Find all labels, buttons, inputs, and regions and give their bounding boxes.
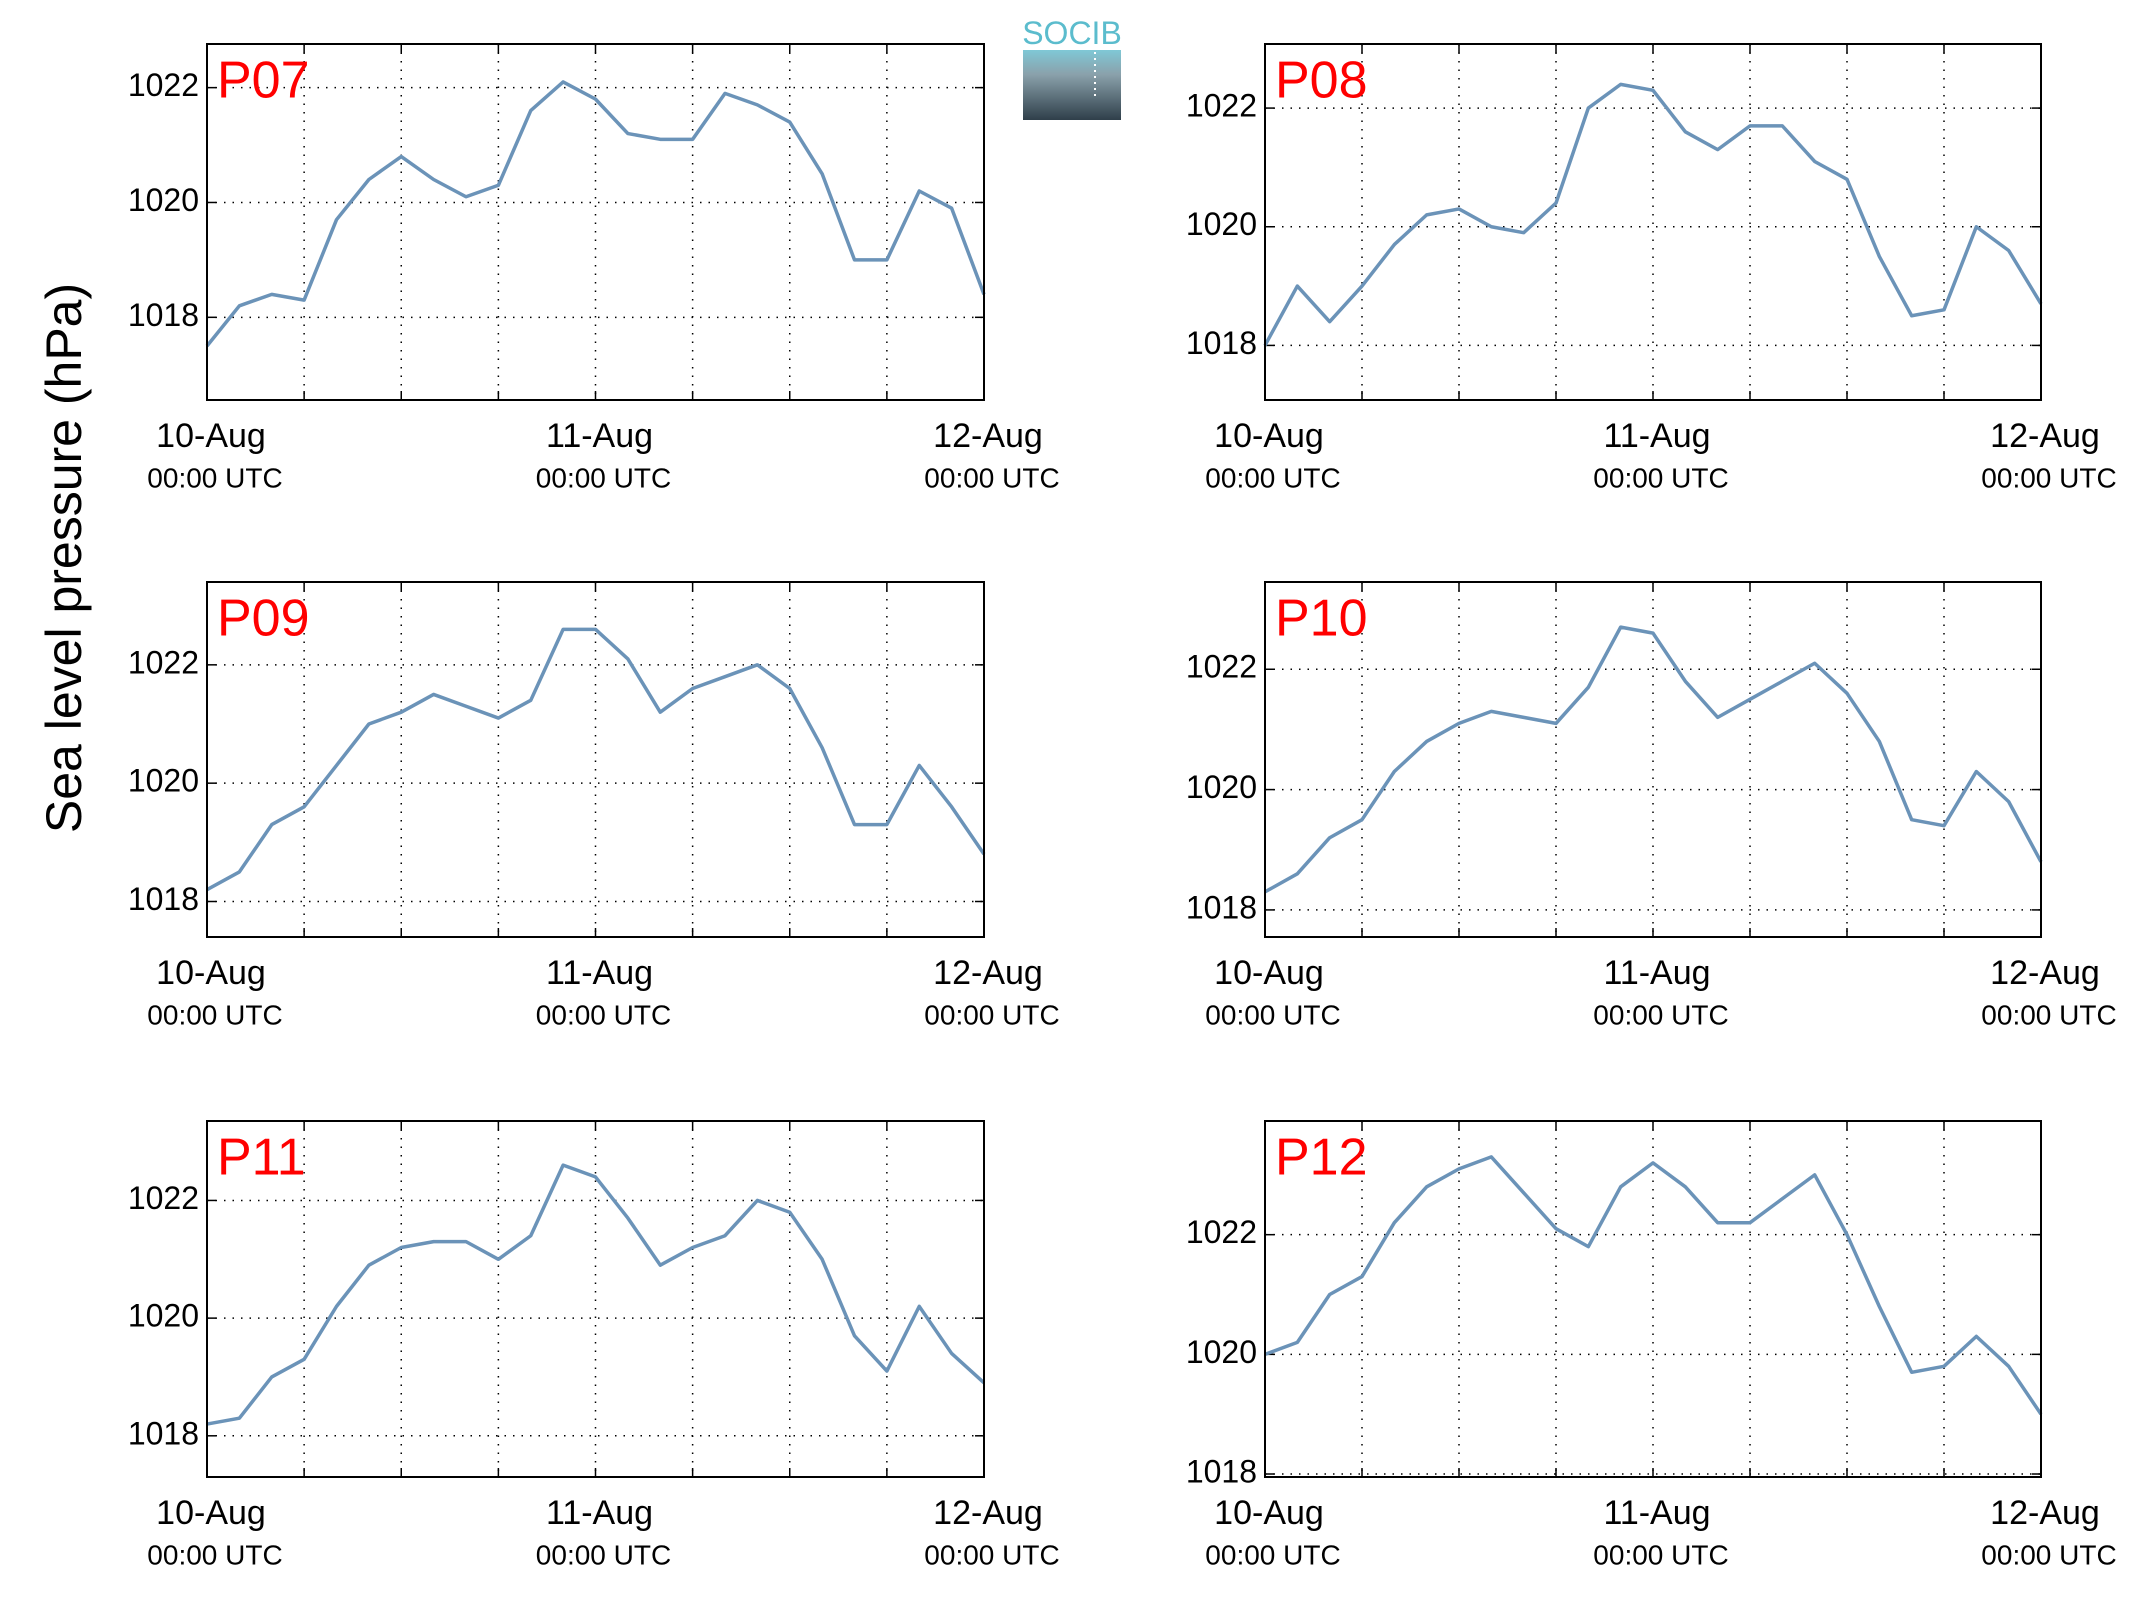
data-line (1264, 1155, 2043, 1416)
x-tick-label: 12-Aug (1990, 1494, 2100, 1532)
x-tick-sublabel: 00:00 UTC (1593, 1539, 1728, 1570)
x-tick-label: 10-Aug (1214, 954, 1324, 992)
x-tick-sublabel: 00:00 UTC (1205, 999, 1340, 1030)
y-tick-label: 1020 (1186, 769, 1257, 805)
x-tick-sublabel: 00:00 UTC (536, 1539, 671, 1570)
panel: 1018 1020 1022 10-Aug 00:00 UTC 11-Aug 00:00 U… (128, 581, 1060, 1030)
panel-title: P11 (217, 1129, 306, 1187)
panel-title: P10 (1275, 590, 1368, 648)
data-line (205, 80, 986, 348)
y-tick-label: 1018 (1186, 1453, 1257, 1489)
y-tick-label: 1022 (128, 67, 199, 103)
x-tick-label: 11-Aug (1603, 954, 1710, 992)
y-tick-label: 1020 (128, 1298, 199, 1334)
x-tick-sublabel: 00:00 UTC (147, 999, 282, 1030)
y-tick-label: 1022 (1186, 649, 1257, 685)
axes-frame (206, 1120, 985, 1478)
x-tick-sublabel: 00:00 UTC (1205, 462, 1340, 493)
axes-frame (1264, 43, 2042, 401)
x-tick-label: 10-Aug (156, 1494, 266, 1532)
panel: 1018 1020 1022 10-Aug 00:00 UTC 11-Aug 00:00 U… (1186, 43, 2117, 493)
x-tick-label: 12-Aug (1990, 954, 2100, 992)
panel-title: P09 (217, 590, 310, 648)
axes-frame (206, 43, 985, 401)
panel: 1018 1020 1022 10-Aug 00:00 UTC 11-Aug 00:00 U… (1186, 1120, 2117, 1570)
x-tick-label: 11-Aug (1603, 1494, 1710, 1532)
x-tick-label: 10-Aug (156, 954, 266, 992)
y-tick-label: 1018 (1186, 325, 1257, 361)
x-tick-sublabel: 00:00 UTC (1205, 1539, 1340, 1570)
y-tick-label: 1020 (1186, 1334, 1257, 1370)
y-tick-label: 1022 (128, 1180, 199, 1216)
y-tick-label: 1020 (128, 763, 199, 799)
data-line (1263, 82, 2043, 347)
x-tick-label: 11-Aug (546, 417, 653, 455)
y-tick-label: 1022 (128, 644, 199, 680)
y-tick-label: 1018 (1186, 889, 1257, 925)
x-tick-sublabel: 00:00 UTC (147, 462, 282, 493)
x-tick-label: 10-Aug (1214, 1494, 1324, 1532)
y-tick-label: 1018 (128, 881, 199, 917)
logo: SOCIB (1022, 15, 1122, 120)
axes-frame (1264, 1120, 2042, 1478)
x-tick-label: 12-Aug (933, 1494, 1043, 1532)
x-tick-label: 12-Aug (1990, 417, 2100, 455)
panel-title: P07 (217, 52, 310, 110)
data-line (1264, 625, 2043, 894)
x-tick-sublabel: 00:00 UTC (1593, 462, 1728, 493)
y-tick-label: 1022 (1186, 1214, 1257, 1250)
x-tick-sublabel: 00:00 UTC (536, 462, 671, 493)
panel: 1018 1020 1022 10-Aug 00:00 UTC 11-Aug 00:00 U… (1186, 581, 2117, 1030)
x-tick-label: 10-Aug (1214, 417, 1324, 455)
data-line (206, 1163, 986, 1426)
y-tick-label: 1020 (1186, 206, 1257, 242)
x-tick-sublabel: 00:00 UTC (1981, 462, 2116, 493)
logo-text: SOCIB (1022, 15, 1122, 51)
x-tick-label: 12-Aug (933, 417, 1043, 455)
panel-title: P08 (1275, 52, 1368, 110)
x-tick-label: 11-Aug (546, 1494, 653, 1532)
logo-box (1023, 50, 1121, 120)
panel: 1018 1020 1022 10-Aug 00:00 UTC 11-Aug 00:00 U… (128, 43, 1060, 493)
x-tick-label: 10-Aug (156, 417, 266, 455)
x-tick-label: 12-Aug (933, 954, 1043, 992)
x-tick-sublabel: 00:00 UTC (924, 999, 1059, 1030)
x-tick-label: 11-Aug (546, 954, 653, 992)
x-tick-sublabel: 00:00 UTC (1981, 999, 2116, 1030)
data-line (206, 627, 986, 892)
x-tick-sublabel: 00:00 UTC (1981, 1539, 2116, 1570)
x-tick-label: 11-Aug (1603, 417, 1710, 455)
x-tick-sublabel: 00:00 UTC (924, 1539, 1059, 1570)
panel-title: P12 (1275, 1129, 1368, 1187)
x-tick-sublabel: 00:00 UTC (536, 999, 671, 1030)
x-tick-sublabel: 00:00 UTC (147, 1539, 282, 1570)
y-axis-label: Sea level pressure (hPa) (36, 283, 92, 833)
y-tick-label: 1018 (128, 297, 199, 333)
panel: 1018 1020 1022 10-Aug 00:00 UTC 11-Aug 00:00 U… (128, 1120, 1060, 1570)
x-tick-sublabel: 00:00 UTC (1593, 999, 1728, 1030)
y-tick-label: 1020 (128, 182, 199, 218)
axes-frame (206, 581, 985, 938)
y-tick-label: 1022 (1186, 88, 1257, 124)
x-tick-sublabel: 00:00 UTC (924, 462, 1059, 493)
y-tick-label: 1018 (128, 1415, 199, 1451)
axes-frame (1264, 581, 2042, 938)
